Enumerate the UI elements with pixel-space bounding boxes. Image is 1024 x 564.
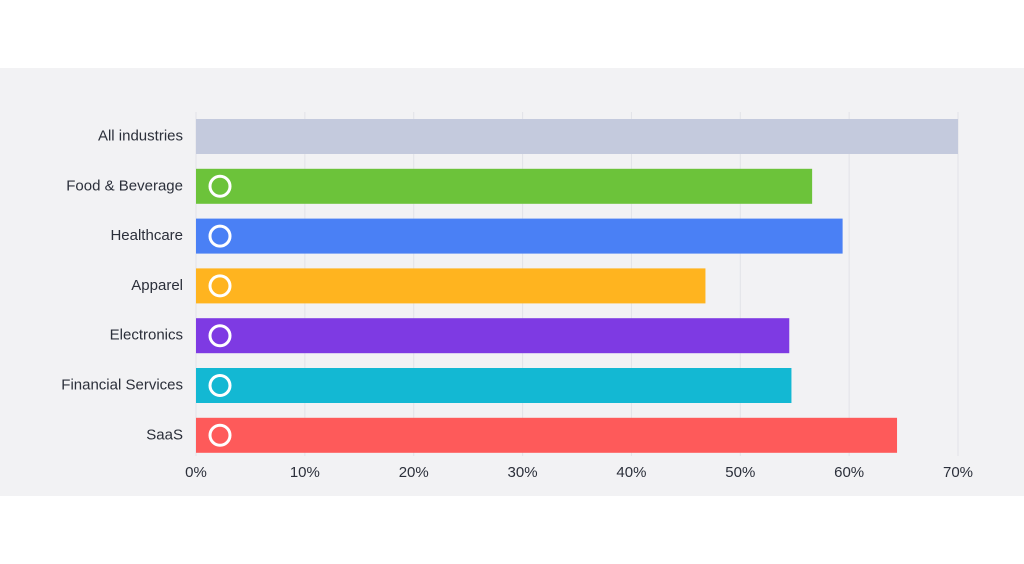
bar-icon xyxy=(208,374,232,397)
x-tick-label: 20% xyxy=(399,464,429,481)
x-tick-label: 70% xyxy=(943,464,973,481)
x-tick-label: 10% xyxy=(290,464,320,481)
x-tick-label: 40% xyxy=(616,464,646,481)
icon-shape xyxy=(208,274,232,298)
bar xyxy=(196,218,843,254)
y-tick-label: Electronics xyxy=(110,327,183,344)
icon-shape xyxy=(208,224,232,248)
icon-shape xyxy=(208,423,232,447)
x-tick-label: 30% xyxy=(508,464,538,481)
y-tick-label: Healthcare xyxy=(110,227,183,244)
bar xyxy=(196,417,898,453)
bar-icon xyxy=(208,224,232,248)
bar-icon xyxy=(208,423,232,447)
y-tick-label: Food & Beverage xyxy=(66,177,183,194)
bar xyxy=(196,368,792,403)
x-tick-label: 0% xyxy=(185,464,207,481)
bar-icon xyxy=(208,174,232,198)
y-tick-label: Apparel xyxy=(131,277,183,294)
bar xyxy=(196,119,958,154)
bar xyxy=(196,268,706,304)
y-tick-label: All industries xyxy=(98,127,183,144)
icon-shape xyxy=(208,174,232,198)
icon-shape xyxy=(208,374,232,397)
bar-icon xyxy=(208,324,232,348)
icon-shape xyxy=(208,324,232,348)
y-tick-label: Financial Services xyxy=(61,376,183,393)
bar-icon xyxy=(208,274,232,298)
x-tick-label: 60% xyxy=(834,464,864,481)
bar xyxy=(196,168,813,204)
x-tick-label: 50% xyxy=(725,464,755,481)
y-tick-label: SaaS xyxy=(146,426,183,443)
bar xyxy=(196,318,790,354)
